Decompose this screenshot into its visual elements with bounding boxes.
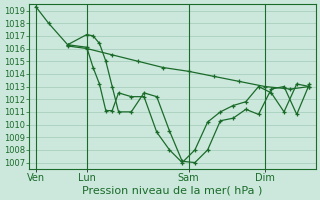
X-axis label: Pression niveau de la mer( hPa ): Pression niveau de la mer( hPa ) [83,186,263,196]
